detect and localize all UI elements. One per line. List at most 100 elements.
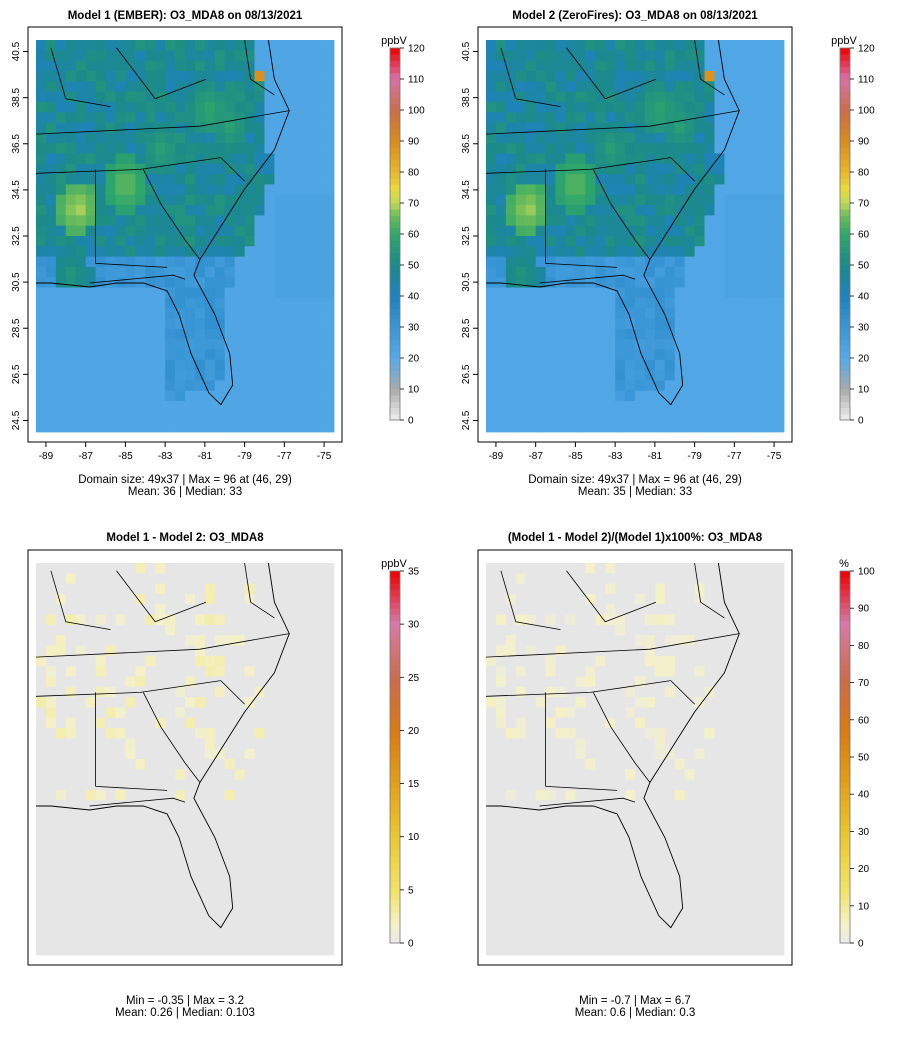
map-cell xyxy=(615,635,626,646)
map-cell xyxy=(515,748,527,760)
map-cell xyxy=(694,380,705,392)
map-cell xyxy=(95,676,106,688)
map-cell xyxy=(194,308,206,319)
map-cell xyxy=(625,205,636,216)
map-cell xyxy=(204,593,216,605)
map-cell xyxy=(724,862,735,873)
map-cell xyxy=(605,676,616,688)
colorbar-segment xyxy=(390,296,400,303)
map-cell xyxy=(486,132,497,144)
map-cell xyxy=(224,666,236,677)
map-cell xyxy=(314,820,325,832)
colorbar-segment xyxy=(390,924,400,932)
map-cell xyxy=(175,308,186,319)
map-cell xyxy=(224,411,236,423)
map-cell xyxy=(85,893,96,904)
map-cell xyxy=(495,913,507,925)
map-cell xyxy=(575,614,586,626)
map-cell xyxy=(175,91,186,103)
map-cell xyxy=(704,277,715,288)
map-cell xyxy=(165,236,176,247)
map-cell xyxy=(36,101,47,113)
map-cell xyxy=(754,318,765,330)
map-cell xyxy=(185,81,196,92)
map-cell xyxy=(724,614,735,626)
map-cell xyxy=(95,225,106,237)
map-cell xyxy=(565,820,576,832)
map-cell xyxy=(175,717,186,729)
colorbar-segment xyxy=(390,389,400,396)
map-cell xyxy=(284,91,295,103)
map-cell xyxy=(724,748,735,760)
map-cell xyxy=(115,738,126,750)
map-cell xyxy=(145,174,156,185)
map-cell xyxy=(165,924,176,935)
map-cell xyxy=(535,583,546,595)
map-cell xyxy=(515,831,527,842)
map-cell xyxy=(595,359,606,371)
map-cell xyxy=(135,789,146,801)
map-cell xyxy=(724,194,735,206)
map-cell xyxy=(525,563,537,574)
map-cell xyxy=(65,143,77,154)
map-cell xyxy=(734,297,745,309)
map-cell xyxy=(65,820,77,832)
map-cell xyxy=(625,359,636,371)
map-cell xyxy=(555,370,566,381)
map-cell xyxy=(714,308,725,319)
map-cell xyxy=(535,655,546,667)
colorbar-tick-label: 70 xyxy=(408,199,420,210)
map-cell xyxy=(605,800,616,811)
map-cell xyxy=(135,893,146,904)
map-cell xyxy=(605,563,616,574)
map-cell xyxy=(75,132,87,144)
map-cell xyxy=(774,287,785,299)
map-cell xyxy=(635,851,646,863)
map-cell xyxy=(625,635,636,646)
map-cell xyxy=(95,738,106,750)
map-cell xyxy=(264,573,275,585)
map-cell xyxy=(754,924,765,935)
map-cell xyxy=(304,101,315,113)
map-cell xyxy=(495,903,507,915)
map-cell xyxy=(575,903,586,915)
map-cell xyxy=(204,225,216,237)
map-cell xyxy=(314,132,325,144)
map-cell xyxy=(65,810,77,822)
map-cell xyxy=(85,862,96,873)
colorbar-segment xyxy=(840,289,850,297)
map-cell xyxy=(595,697,606,708)
map-cell xyxy=(644,810,656,822)
map-cell xyxy=(744,779,755,791)
map-cell xyxy=(515,81,527,92)
map-cell xyxy=(654,205,666,216)
map-cell xyxy=(535,163,546,175)
map-cell xyxy=(545,421,556,433)
map-cell xyxy=(55,676,67,688)
map-cell xyxy=(175,563,186,574)
map-cell xyxy=(674,50,686,62)
state-boundary xyxy=(35,157,221,174)
map-cell xyxy=(565,862,576,873)
map-cell xyxy=(294,143,305,154)
map-cell xyxy=(105,779,116,791)
map-cell xyxy=(254,308,265,319)
map-cell xyxy=(615,205,626,216)
map-cell xyxy=(155,287,166,299)
map-cell xyxy=(314,635,325,646)
map-cell xyxy=(555,318,566,330)
map-cell xyxy=(175,236,186,247)
map-cell xyxy=(644,153,656,165)
map-cell xyxy=(774,934,785,946)
map-cell xyxy=(204,236,216,247)
map-cell xyxy=(264,215,275,227)
map-cell xyxy=(595,676,606,688)
map-cell xyxy=(515,573,527,585)
map-cell xyxy=(234,421,245,433)
map-cell xyxy=(115,759,126,770)
map-cell xyxy=(145,411,156,423)
map-cell xyxy=(625,184,636,196)
map-cell xyxy=(234,800,245,811)
map-cell xyxy=(684,421,695,433)
map-cell xyxy=(525,862,537,873)
